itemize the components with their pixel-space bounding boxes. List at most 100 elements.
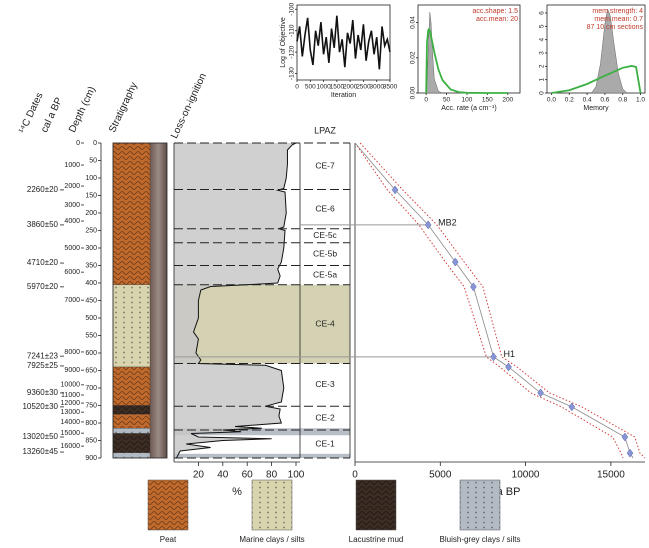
date-label: 7241±23 [27, 351, 59, 360]
depth-tick-label: 850 [85, 437, 97, 444]
y-tick-label: -110 [289, 24, 296, 37]
legend-swatch [356, 480, 396, 530]
depth-tick-label: 200 [85, 210, 97, 217]
model-x-tick-label: 0 [352, 470, 358, 481]
dated-point [491, 353, 497, 361]
x-tick-label: 0 [295, 84, 299, 91]
cal-bp-label: 15000 [61, 430, 81, 437]
x-axis-label: Iteration [331, 92, 356, 99]
strat-layer [113, 285, 150, 367]
annotation: acc.mean: 20 [476, 16, 518, 23]
strat-layer [113, 143, 150, 285]
depth-tick-label: 750 [85, 402, 97, 409]
x-tick-label: 500 [305, 84, 316, 91]
strat-layer [113, 414, 150, 428]
cal-bp-label: 2000 [64, 183, 80, 190]
depth-tick-label: 150 [85, 192, 97, 199]
zone-name: CE-5b [313, 248, 337, 258]
y-tick-label: -100 [289, 2, 296, 15]
depth-tick-label: 100 [85, 175, 97, 182]
date-label: 7925±25 [27, 361, 59, 370]
depth-tick-label: 800 [85, 420, 97, 427]
zone-name: CE-1 [315, 438, 335, 448]
y-tick-label: 0.00 [410, 86, 417, 99]
x-tick-label: 0 [424, 97, 428, 104]
y-tick-label: 1 [539, 77, 546, 81]
strat-layer [113, 453, 150, 458]
column-header: cal a BP [39, 96, 65, 135]
date-label: 2260±20 [27, 185, 59, 194]
cal-bp-label: 11000 [61, 392, 80, 399]
annotation: acc.shape: 1.5 [472, 8, 518, 15]
cal-bp-label: 8000 [64, 349, 80, 356]
depth-tick-label: 50 [89, 157, 97, 164]
model-max [360, 143, 645, 458]
cal-bp-label: 13000 [61, 409, 81, 416]
zone-name: CE-5c [313, 230, 337, 240]
legend-swatch [252, 480, 292, 530]
depth-tick-label: 400 [85, 280, 97, 287]
dated-point [622, 433, 628, 441]
dated-point [538, 389, 544, 397]
zone-name: CE-4 [315, 318, 335, 328]
depth-tick-label: 700 [85, 385, 97, 392]
x-tick-label: 0.4 [583, 97, 592, 104]
cal-bp-label: 0 [76, 140, 80, 147]
annotation: mem.strength: 4 [592, 8, 643, 15]
column-header: Stratigraphy [107, 81, 140, 135]
date-label: 13020±50 [22, 432, 58, 441]
y-tick-label: 0 [539, 91, 546, 95]
cal-bp-label: 7000 [64, 297, 80, 304]
x-tick-label: 200 [502, 97, 513, 104]
loi-x-tick-label: 20 [193, 470, 205, 481]
x-tick-label: 1.0 [636, 97, 645, 104]
prior-line [426, 29, 508, 93]
cal-bp-label: 12000 [61, 400, 81, 407]
depth-tick-label: 650 [85, 367, 97, 374]
depth-tick-label: 250 [85, 227, 97, 234]
zone-name: CE-7 [315, 161, 335, 171]
strat-layer [113, 367, 150, 406]
y-axis-label: Log of Objective [280, 17, 287, 68]
date-label: 9360±30 [27, 388, 59, 397]
date-label: 3860±50 [27, 220, 59, 229]
zone-name: CE-2 [315, 412, 335, 422]
column-header: Loss-on-ignition [169, 72, 209, 141]
cal-bp-label: 4000 [64, 218, 80, 225]
event-label: MB2 [438, 217, 457, 227]
zone-name: CE-5a [313, 269, 337, 279]
loi-x-tick-label: 80 [266, 470, 278, 481]
legend-label: Lacustrine mud [349, 535, 404, 544]
zone-name: CE-3 [315, 379, 335, 389]
cal-bp-label: 1000 [64, 162, 80, 169]
loi-x-tick-label: 40 [217, 470, 229, 481]
strat-layer [113, 434, 150, 453]
depth-tick-label: 450 [85, 297, 97, 304]
x-tick-label: 0.2 [565, 97, 574, 104]
cal-bp-label: 16000 [61, 443, 81, 450]
cal-bp-label: 10000 [61, 382, 81, 389]
date-label: 10520±30 [22, 402, 58, 411]
trace-line [297, 16, 390, 70]
x-tick-label: 0.6 [600, 97, 609, 104]
x-axis-label: Memory [583, 105, 609, 112]
model-x-tick-label: 15000 [597, 470, 625, 481]
strat-layer [113, 428, 150, 433]
depth-tick-label: 350 [85, 262, 97, 269]
depth-tick-label: 900 [85, 455, 97, 462]
y-tick-label: 4 [539, 37, 546, 41]
model-x-tick-label: 5000 [429, 470, 452, 481]
date-label: 4710±20 [27, 258, 59, 267]
dated-point [569, 403, 575, 411]
date-label: 5970±20 [27, 282, 59, 291]
zone-title: LPAZ [314, 125, 336, 135]
cal-bp-label: 3000 [64, 202, 80, 209]
cal-bp-label: 14000 [61, 419, 81, 426]
dated-point [506, 363, 512, 371]
cal-bp-label: 6000 [64, 269, 80, 276]
strat-layer [113, 406, 150, 415]
y-tick-label: -130 [289, 67, 296, 80]
loi-x-tick-label: 60 [242, 470, 254, 481]
depth-tick-label: 500 [85, 315, 97, 322]
column-header: Depth (cm) [67, 85, 98, 134]
